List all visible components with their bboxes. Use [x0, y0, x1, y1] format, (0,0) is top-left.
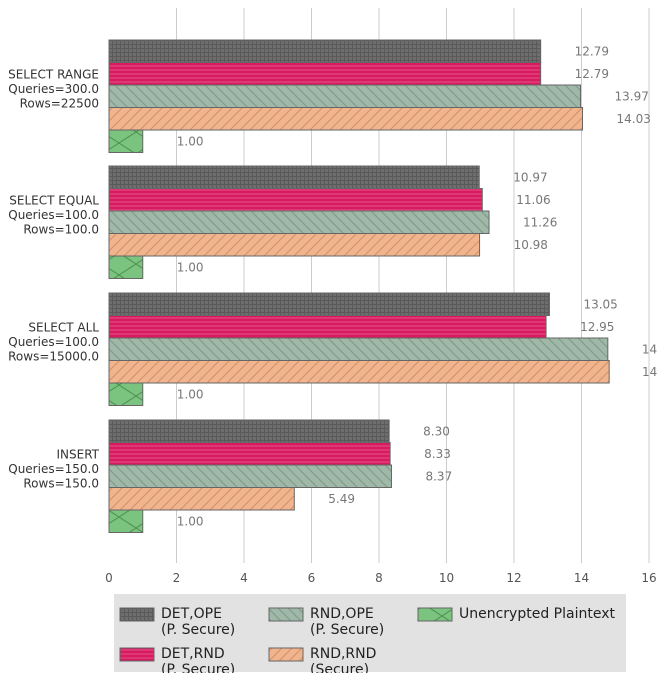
value-labels: 12.79 12.79 13.97 14.03 1.00 10.97 11.06 11.26 1…	[177, 44, 657, 528]
value-label: 14	[642, 342, 657, 356]
legend-label: DET,RND	[161, 646, 225, 662]
legend-swatch	[268, 647, 304, 662]
bar	[108, 292, 550, 316]
category-label: SELECT EQUAL	[9, 193, 99, 207]
value-label: 5.49	[328, 492, 355, 506]
x-tick-label: 10	[439, 571, 454, 585]
bar	[108, 487, 295, 511]
value-label: 8.37	[425, 469, 452, 483]
x-tick-label: 12	[506, 571, 521, 585]
value-label: 1.00	[177, 134, 204, 148]
value-label: 12.95	[580, 320, 614, 334]
value-label: 13.97	[614, 89, 648, 103]
value-label: 1.00	[177, 514, 204, 528]
bar	[108, 129, 144, 153]
bar	[108, 107, 584, 131]
category-label: Queries=100.0	[8, 208, 99, 222]
legend-label: RND,RND	[310, 646, 376, 662]
value-label: 11.06	[516, 193, 550, 207]
bar	[108, 62, 542, 86]
bar	[108, 165, 480, 189]
legend-swatch	[119, 607, 155, 622]
category-label: Rows=15000.0	[8, 349, 99, 363]
x-tick-label: 6	[308, 571, 316, 585]
legend-label: (Secure)	[310, 662, 369, 673]
category-label: Queries=100.0	[8, 335, 99, 349]
value-label: 13.05	[583, 297, 617, 311]
legend-label: DET,OPE	[161, 606, 222, 622]
bar	[108, 382, 144, 406]
bar	[108, 337, 609, 361]
bar	[108, 509, 144, 533]
x-tick-label: 14	[574, 571, 589, 585]
value-label: 12.79	[575, 67, 609, 81]
bar	[108, 255, 144, 279]
bar	[108, 39, 542, 63]
x-tick-label: 2	[173, 571, 181, 585]
x-tick-label: 16	[641, 571, 656, 585]
value-label: 10.97	[513, 170, 547, 184]
category-label: Queries=300.0	[8, 82, 99, 96]
value-label: 12.79	[575, 44, 609, 58]
x-tick-label: 8	[375, 571, 383, 585]
legend-label: RND,OPE	[310, 606, 374, 622]
value-label: 10.98	[514, 238, 548, 252]
category-label: INSERT	[56, 447, 99, 461]
category-label: Rows=100.0	[23, 222, 99, 236]
legend-label: (P. Secure)	[161, 662, 235, 673]
bars	[108, 39, 610, 533]
value-label: 11.26	[523, 215, 557, 229]
category-label: SELECT ALL	[28, 320, 99, 334]
x-tick-label: 4	[240, 571, 248, 585]
bar	[108, 442, 391, 466]
x-axis: 0 2 4 6 8 10 12 14 16	[105, 571, 656, 585]
value-label: 8.33	[424, 447, 451, 461]
category-label: Queries=150.0	[8, 462, 99, 476]
value-label: 14	[642, 365, 657, 379]
legend-box	[114, 594, 626, 672]
value-label: 14.03	[617, 112, 651, 126]
x-tick-label: 0	[105, 571, 113, 585]
value-label: 1.00	[177, 387, 204, 401]
legend-label: (P. Secure)	[161, 622, 235, 638]
value-label: 1.00	[177, 260, 204, 274]
bar	[108, 360, 610, 384]
category-label: SELECT RANGE	[8, 67, 99, 81]
legend-label: (P. Secure)	[310, 622, 384, 638]
bar	[108, 233, 481, 257]
value-label: 8.30	[423, 424, 450, 438]
legend-swatch	[119, 647, 155, 662]
bar	[108, 315, 547, 339]
legend-swatch	[417, 607, 453, 622]
bar	[108, 210, 490, 234]
legend-label: Unencrypted Plaintext	[459, 606, 615, 622]
bar	[108, 84, 581, 108]
category-label: Rows=22500	[20, 96, 99, 110]
legend: DET,OPE(P. Secure)DET,RND(P. Secure)RND,…	[114, 594, 626, 673]
bar	[108, 188, 483, 212]
bar	[108, 464, 392, 488]
bar	[108, 419, 390, 443]
category-label: Rows=150.0	[23, 476, 99, 490]
legend-swatch	[268, 607, 304, 622]
